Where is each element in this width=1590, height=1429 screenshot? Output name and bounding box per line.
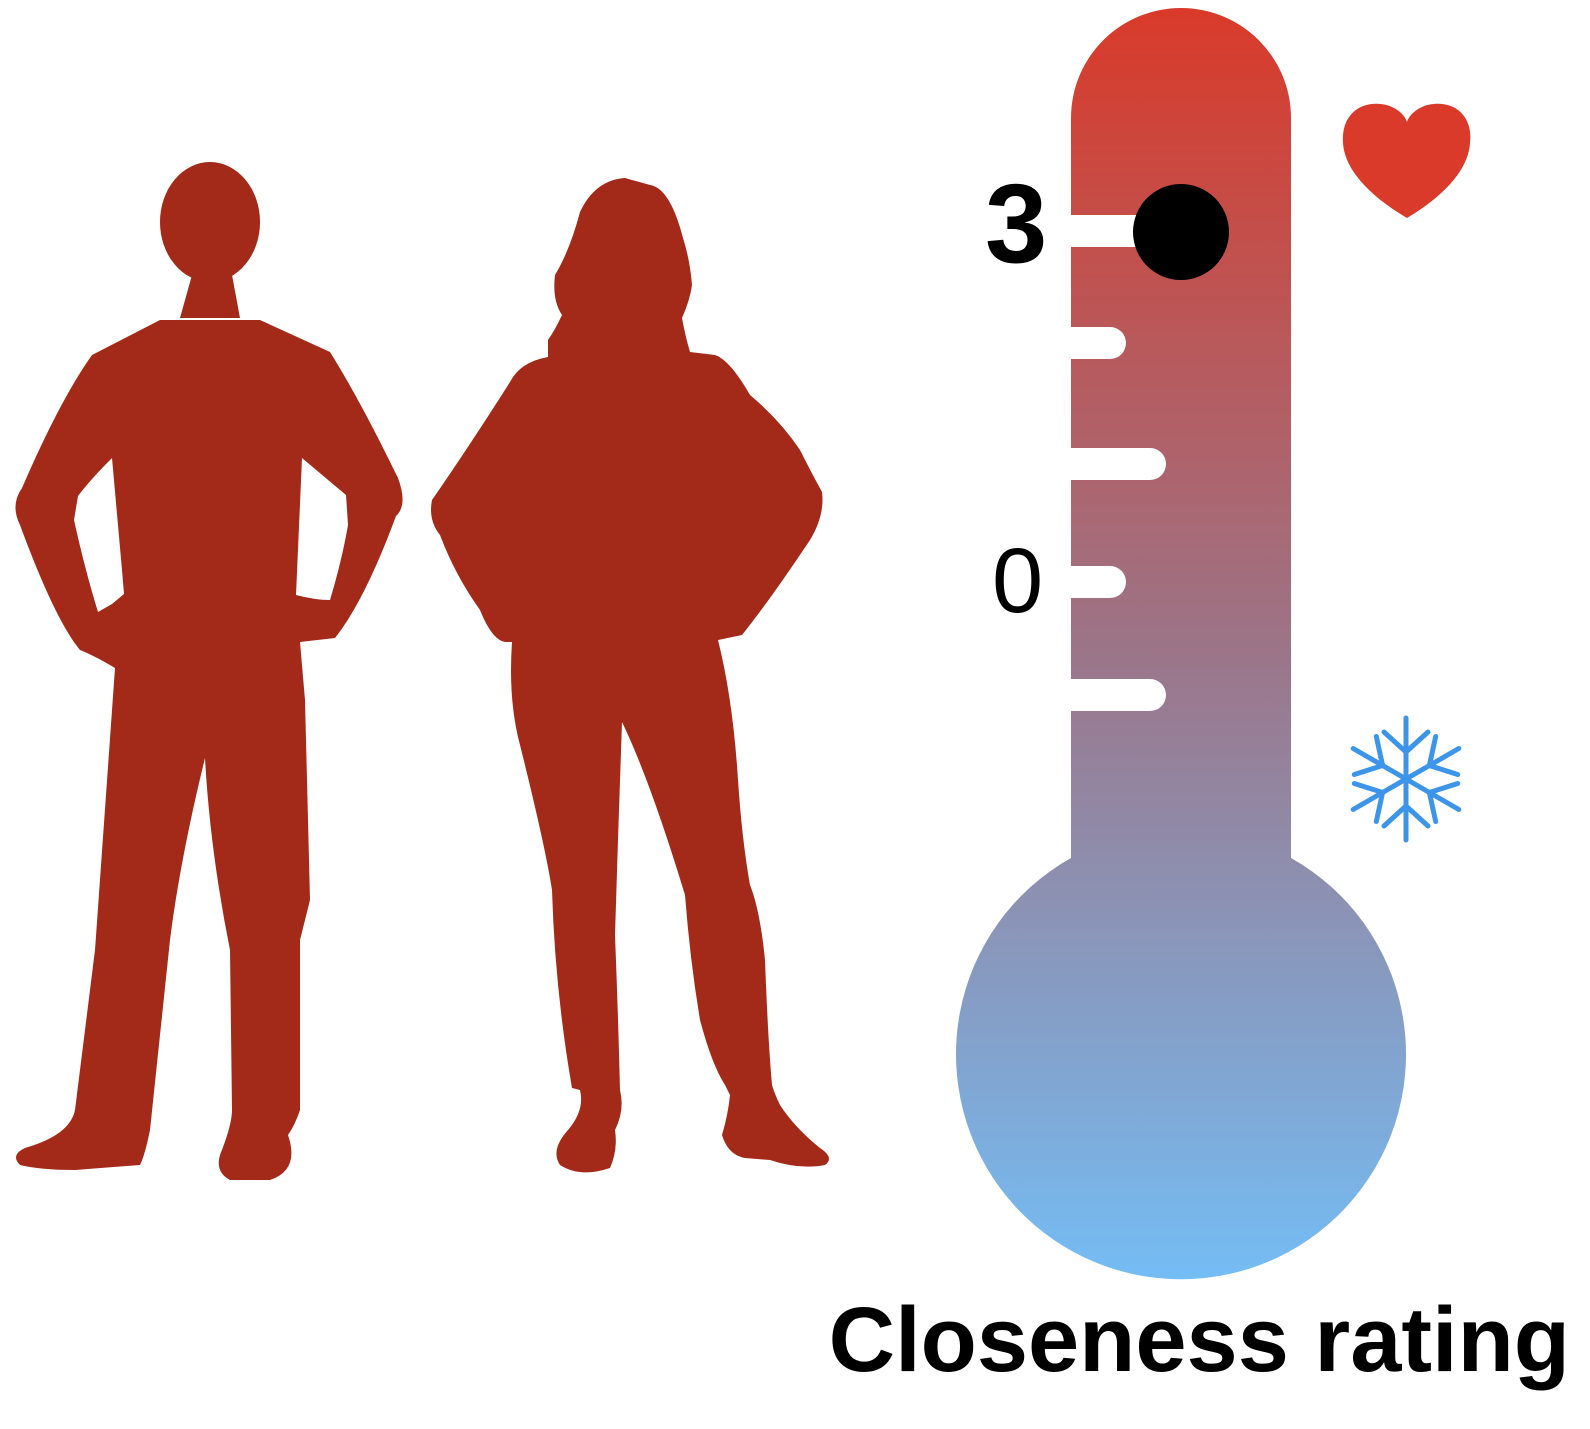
woman-silhouette bbox=[431, 178, 829, 1173]
man-silhouette bbox=[15, 162, 403, 1180]
rating-marker bbox=[1133, 184, 1229, 280]
tick-mark bbox=[1071, 215, 1150, 247]
tick-mark bbox=[1071, 327, 1126, 359]
heart-icon bbox=[1342, 103, 1471, 218]
thermometer bbox=[956, 8, 1406, 1280]
scale-label-zero: 0 bbox=[992, 530, 1044, 632]
tick-mark bbox=[1071, 679, 1166, 711]
thermometer-ticks bbox=[1071, 215, 1166, 711]
tick-mark bbox=[1071, 566, 1126, 598]
scale-label-high: 3 bbox=[985, 161, 1048, 286]
tick-mark bbox=[1071, 448, 1166, 480]
snowflake-icon bbox=[1342, 715, 1470, 840]
figure-caption: Closeness rating bbox=[828, 1289, 1570, 1391]
